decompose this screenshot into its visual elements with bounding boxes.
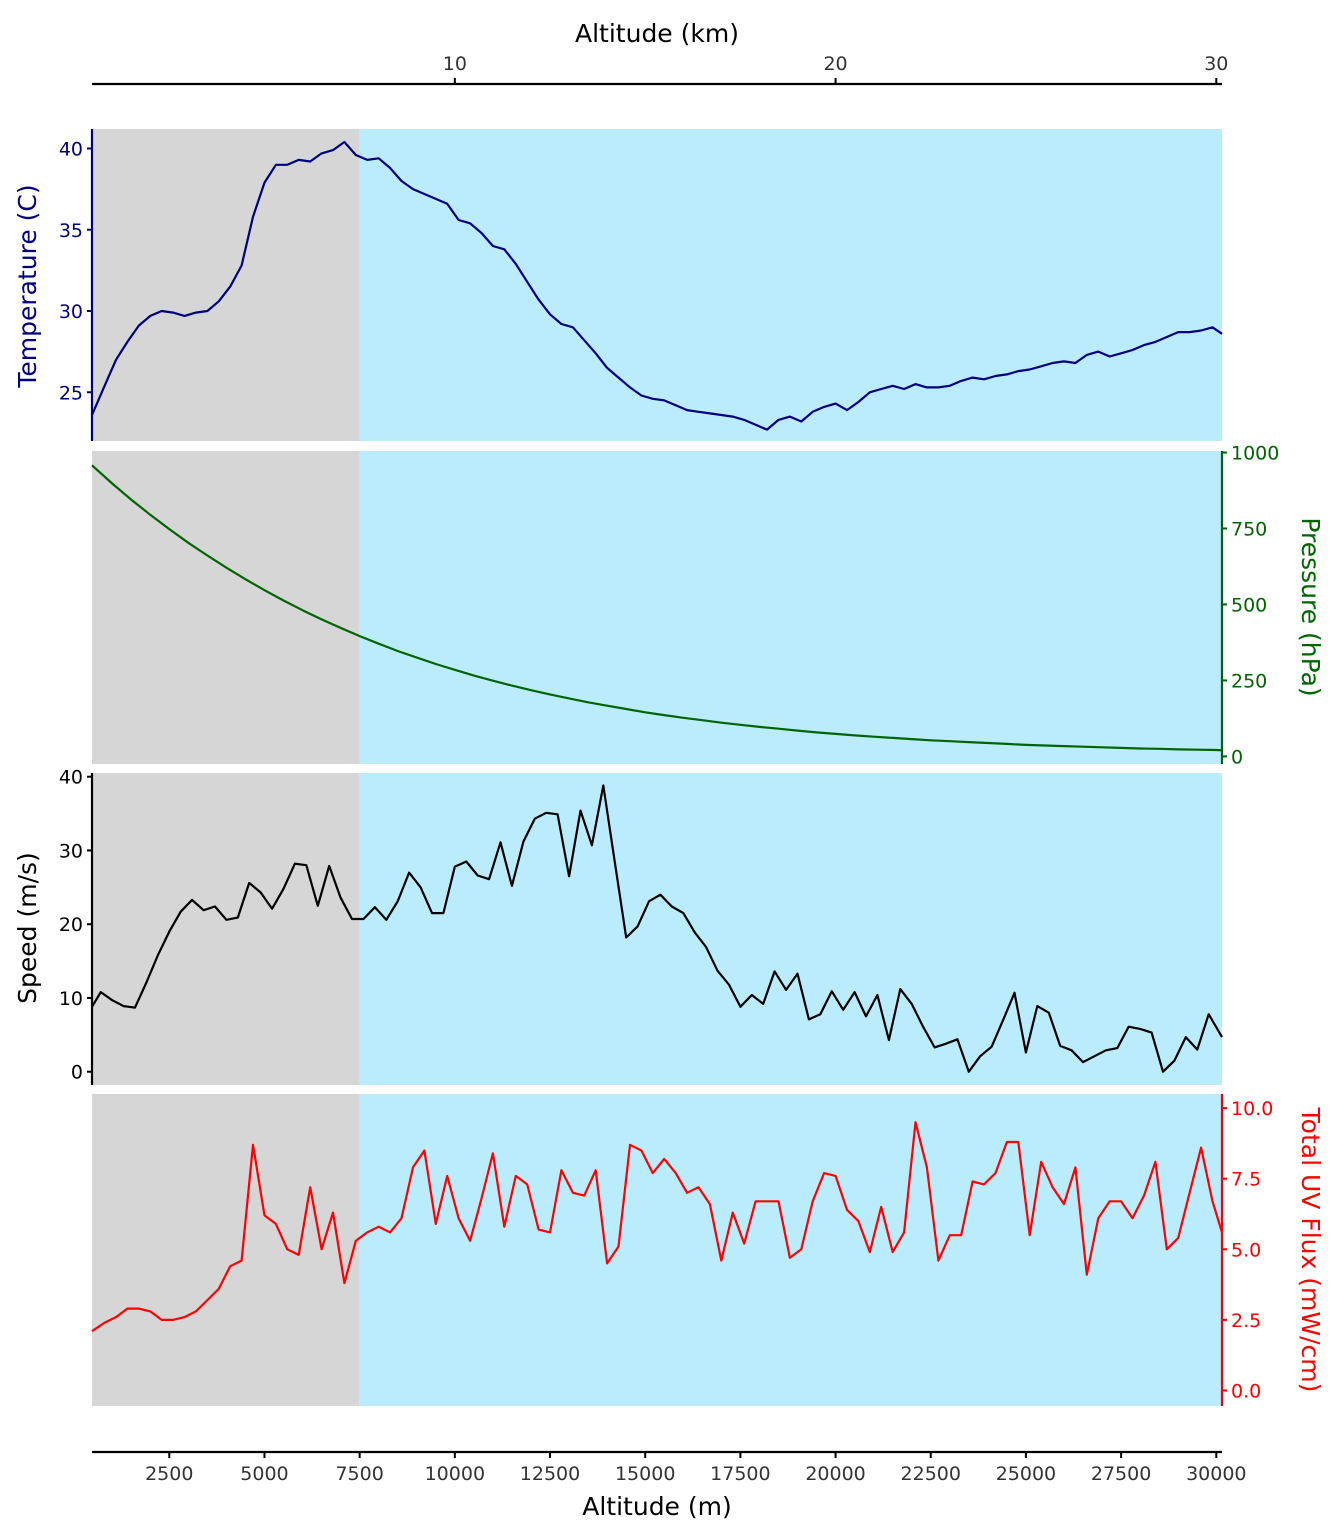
uv-ytick-1: 2.5 bbox=[1222, 1310, 1261, 1332]
bottom-xtick-10: 27500 bbox=[1091, 1452, 1151, 1485]
panel-uv: 0.0 2.5 5.0 7.5 10.0 bbox=[91, 1094, 1273, 1406]
panel-temperature: 25 30 35 40 bbox=[59, 129, 1223, 441]
temperature-region-1 bbox=[359, 129, 1222, 441]
bottom-axis-title: Altitude (m) bbox=[582, 1492, 732, 1521]
ylabel-speed: Speed (m/s) bbox=[13, 852, 42, 1004]
uv-line bbox=[91, 1121, 1224, 1333]
pressure-ytick-3: 750 bbox=[1222, 518, 1267, 540]
pressure-ytick-label: 1000 bbox=[1231, 443, 1279, 465]
uv-ytick-0: 0.0 bbox=[1222, 1380, 1261, 1402]
bottom-axis: 2500 5000 7500 10000 12500 15000 17500 20000 225… bbox=[92, 1450, 1247, 1521]
temperature-region-0 bbox=[92, 129, 360, 441]
top-xtick-1: 20 bbox=[823, 53, 848, 84]
uv-ytick-label: 2.5 bbox=[1231, 1310, 1261, 1332]
bottom-xtick-label: 5000 bbox=[240, 1463, 288, 1485]
speed-ytick-label: 10 bbox=[59, 988, 83, 1010]
speed-ytick-label: 30 bbox=[59, 840, 83, 862]
pressure-region-1 bbox=[359, 451, 1222, 764]
temperature-ytick-label: 30 bbox=[59, 301, 83, 323]
top-xtick-label: 20 bbox=[823, 53, 847, 75]
temperature-ytick-1: 30 bbox=[59, 301, 92, 323]
bottom-xtick-3: 10000 bbox=[425, 1452, 485, 1485]
pressure-ytick-label: 0 bbox=[1231, 746, 1243, 768]
uv-ytick-2: 5.0 bbox=[1222, 1239, 1261, 1261]
uv-ytick-label: 10.0 bbox=[1231, 1098, 1273, 1120]
temperature-ytick-label: 25 bbox=[59, 382, 83, 404]
pressure-ytick-label: 750 bbox=[1231, 518, 1267, 540]
pressure-ytick-label: 500 bbox=[1231, 594, 1267, 616]
bottom-xtick-label: 25000 bbox=[996, 1463, 1056, 1485]
bottom-xtick-6: 17500 bbox=[710, 1452, 771, 1485]
bottom-xtick-label: 22500 bbox=[901, 1463, 961, 1485]
pressure-line bbox=[91, 464, 1223, 752]
uv-ytick-3: 7.5 bbox=[1222, 1169, 1261, 1191]
bottom-xtick-5: 15000 bbox=[615, 1452, 675, 1485]
speed-ytick-label: 40 bbox=[59, 767, 83, 789]
speed-ytick-1: 10 bbox=[59, 988, 92, 1010]
speed-region-1 bbox=[359, 773, 1222, 1085]
bottom-xtick-4: 12500 bbox=[520, 1452, 580, 1485]
temperature-ytick-2: 35 bbox=[59, 220, 92, 242]
bottom-xtick-label: 10000 bbox=[425, 1463, 485, 1485]
speed-region-0 bbox=[92, 773, 360, 1085]
top-xtick-0: 10 bbox=[443, 53, 467, 84]
bottom-xtick-9: 25000 bbox=[996, 1452, 1056, 1485]
bottom-xtick-label: 30000 bbox=[1186, 1463, 1246, 1485]
speed-ytick-label: 20 bbox=[59, 914, 83, 936]
bottom-xtick-2: 7500 bbox=[335, 1452, 384, 1485]
temperature-line bbox=[90, 140, 1223, 431]
top-axis: 10 20 30 Altitude (km) bbox=[92, 19, 1228, 86]
pressure-region-0 bbox=[92, 451, 360, 764]
ylabel-uv: Total UV Flux (mW/cm) bbox=[1296, 1107, 1325, 1393]
pressure-ytick-0: 0 bbox=[1222, 746, 1243, 768]
top-axis-title: Altitude (km) bbox=[575, 19, 739, 48]
speed-ytick-label: 0 bbox=[71, 1062, 83, 1084]
bottom-xtick-label: 7500 bbox=[335, 1463, 383, 1485]
pressure-ytick-1: 250 bbox=[1222, 670, 1267, 692]
uv-ytick-label: 7.5 bbox=[1231, 1169, 1261, 1191]
top-xtick-2: 30 bbox=[1204, 53, 1228, 84]
bottom-xtick-0: 2500 bbox=[145, 1452, 193, 1485]
bottom-xtick-11: 30000 bbox=[1186, 1452, 1247, 1485]
bottom-xtick-label: 12500 bbox=[520, 1463, 580, 1485]
panel-speed: 0 10 20 30 40 bbox=[59, 767, 1223, 1085]
speed-line bbox=[91, 784, 1223, 1073]
uv-ytick-4: 10.0 bbox=[1222, 1098, 1273, 1120]
panel-pressure: 0 250 500 750 1000 bbox=[91, 443, 1279, 768]
temperature-ytick-label: 35 bbox=[59, 220, 83, 242]
bottom-xtick-label: 20000 bbox=[805, 1463, 865, 1485]
speed-ytick-2: 20 bbox=[59, 914, 92, 936]
bottom-xtick-label: 17500 bbox=[710, 1463, 770, 1485]
temperature-ytick-label: 40 bbox=[59, 139, 83, 161]
uv-ytick-label: 5.0 bbox=[1231, 1239, 1261, 1261]
speed-ytick-4: 40 bbox=[59, 767, 92, 789]
bottom-xtick-1: 5000 bbox=[240, 1452, 289, 1485]
speed-ytick-0: 0 bbox=[71, 1062, 92, 1084]
pressure-ytick-4: 1000 bbox=[1222, 443, 1279, 465]
bottom-xtick-8: 22500 bbox=[901, 1452, 961, 1485]
uv-region-1 bbox=[359, 1094, 1222, 1406]
pressure-ytick-2: 500 bbox=[1222, 594, 1267, 616]
top-xtick-label: 10 bbox=[443, 53, 467, 75]
ylabel-temperature: Temperature (C) bbox=[13, 184, 42, 388]
bottom-xtick-label: 2500 bbox=[145, 1463, 193, 1485]
uv-region-0 bbox=[92, 1094, 360, 1406]
temperature-ytick-3: 40 bbox=[59, 139, 92, 161]
uv-ytick-label: 0.0 bbox=[1231, 1380, 1261, 1402]
temperature-ytick-0: 25 bbox=[59, 382, 92, 404]
top-xtick-label: 30 bbox=[1204, 53, 1228, 75]
bottom-xtick-7: 20000 bbox=[805, 1452, 866, 1485]
bottom-xtick-label: 27500 bbox=[1091, 1463, 1151, 1485]
speed-ytick-3: 30 bbox=[59, 840, 92, 862]
pressure-ytick-label: 250 bbox=[1231, 670, 1267, 692]
bottom-xtick-label: 15000 bbox=[615, 1463, 675, 1485]
ylabel-pressure: Pressure (hPa) bbox=[1296, 517, 1325, 696]
